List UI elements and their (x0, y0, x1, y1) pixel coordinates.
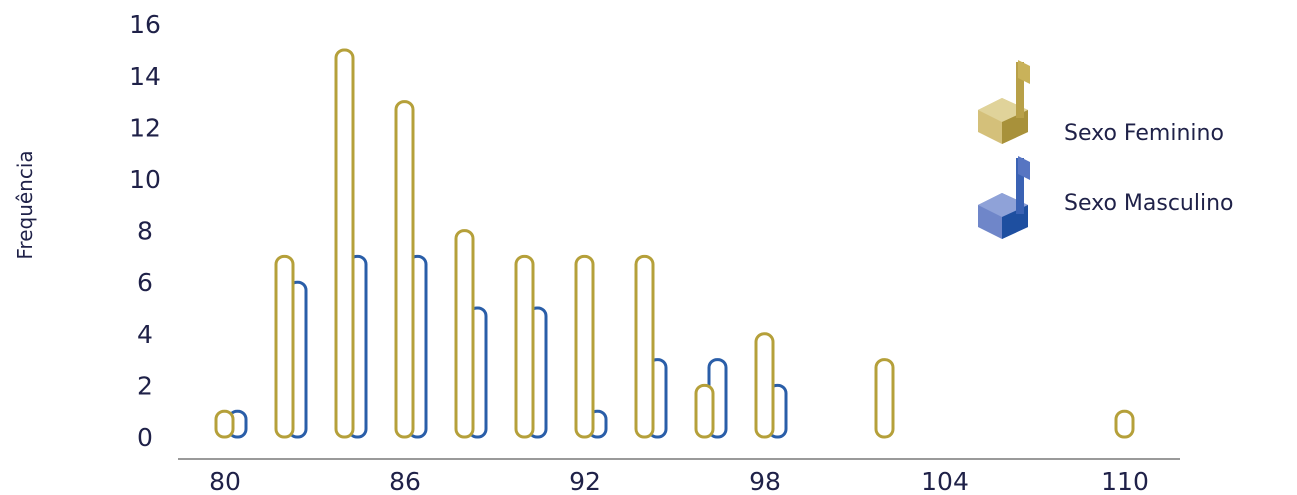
legend-label-female: Sexo Feminino (1064, 121, 1224, 146)
y-tick-label: 0 (137, 423, 153, 452)
x-tick-label: 80 (209, 467, 241, 495)
x-tick-label: 104 (921, 467, 969, 495)
bar-female (574, 254, 595, 439)
bar-female (754, 332, 775, 439)
bar-female (274, 254, 295, 439)
bar-female (1114, 409, 1135, 439)
x-tick-label: 92 (569, 467, 601, 495)
y-tick-label: 2 (137, 371, 153, 400)
music-note-gold-icon (978, 60, 1030, 144)
y-tick-label: 4 (137, 320, 153, 349)
y-tick-label: 16 (129, 10, 161, 39)
x-tick-label: 98 (749, 467, 781, 495)
y-ticks: 0 2 4 6 8 10 12 14 16 (129, 10, 161, 452)
bars (214, 48, 1135, 439)
bar-female (454, 229, 475, 439)
bar-female (514, 254, 535, 439)
y-axis-label: Frequência (13, 150, 37, 259)
y-tick-label: 14 (129, 62, 161, 91)
y-tick-label: 12 (129, 113, 161, 142)
x-ticks: 80 86 92 98 104 110 (209, 467, 1149, 495)
music-note-blue-icon (978, 156, 1030, 239)
bar-female (634, 254, 655, 439)
x-tick-label: 86 (389, 467, 421, 495)
x-tick-label: 110 (1101, 467, 1149, 495)
y-tick-label: 6 (137, 268, 153, 297)
bar-female (874, 358, 895, 439)
legend-label-male: Sexo Masculino (1064, 191, 1234, 216)
bar-female (334, 48, 355, 439)
y-tick-label: 8 (137, 217, 153, 246)
bar-female (394, 100, 415, 439)
legend: Sexo Feminino Sexo Masculino (978, 60, 1234, 239)
bar-female (214, 409, 235, 439)
y-tick-label: 10 (129, 165, 161, 194)
bar-female (694, 383, 715, 439)
